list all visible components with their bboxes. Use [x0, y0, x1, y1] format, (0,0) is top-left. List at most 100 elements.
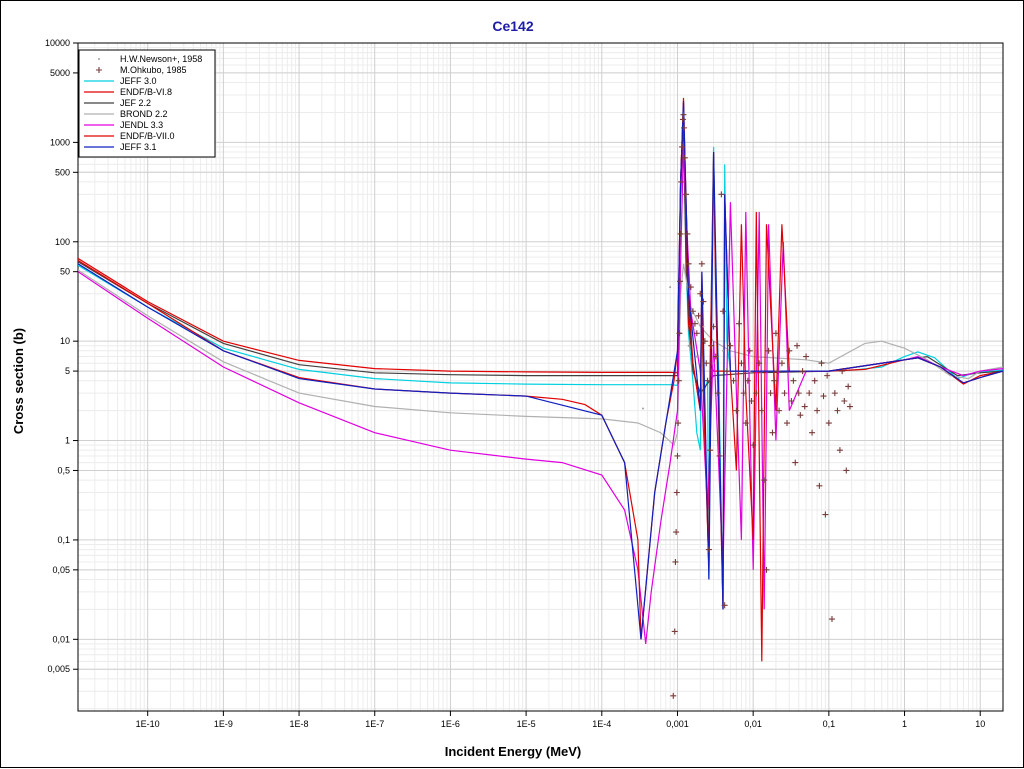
- data-point-m-ohkubo-1985: [733, 407, 740, 414]
- data-point-m-ohkubo-1985: [718, 191, 725, 198]
- data-point-m-ohkubo-1985: [799, 368, 806, 375]
- y-tick-label: 10000: [45, 38, 70, 48]
- x-tick-label: 1E-4: [592, 719, 611, 729]
- data-point-m-ohkubo-1985: [806, 390, 813, 397]
- data-point-m-ohkubo-1985: [843, 467, 850, 474]
- y-tick-label: 5000: [50, 68, 70, 78]
- y-tick-label: 1000: [50, 137, 70, 147]
- data-point-m-ohkubo-1985: [693, 330, 700, 337]
- data-point-m-ohkubo-1985: [680, 111, 687, 118]
- data-point-m-ohkubo-1985: [763, 566, 770, 573]
- data-point-h-w-newson-1958: [687, 344, 690, 347]
- data-point-m-ohkubo-1985: [742, 420, 749, 427]
- data-point-m-ohkubo-1985: [670, 692, 677, 699]
- y-tick-label: 10: [60, 336, 70, 346]
- y-tick-label: 1: [65, 436, 70, 446]
- data-point-m-ohkubo-1985: [691, 320, 698, 327]
- data-point-m-ohkubo-1985: [736, 320, 743, 327]
- y-tick-label: 0,05: [52, 565, 70, 575]
- x-tick-label: 1E-9: [214, 719, 233, 729]
- x-axis-title: Incident Energy (MeV): [445, 744, 582, 759]
- data-point-m-ohkubo-1985: [818, 360, 825, 367]
- y-tick-label: 5: [65, 366, 70, 376]
- data-point-m-ohkubo-1985: [676, 330, 683, 337]
- data-point-m-ohkubo-1985: [769, 429, 776, 436]
- data-point-h-w-newson-1958: [641, 407, 644, 410]
- y-tick-label: 0,005: [47, 664, 70, 674]
- series-line-jeff-3-1: [78, 101, 1003, 640]
- data-point-m-ohkubo-1985: [684, 230, 691, 237]
- data-point-m-ohkubo-1985: [781, 390, 788, 397]
- data-point-m-ohkubo-1985: [825, 420, 832, 427]
- data-point-h-w-newson-1958: [695, 355, 698, 358]
- data-point-m-ohkubo-1985: [673, 529, 680, 536]
- data-point-m-ohkubo-1985: [681, 124, 688, 131]
- chart-title: Ce142: [492, 18, 533, 34]
- data-point-h-w-newson-1958: [722, 349, 725, 352]
- x-tick-label: 1E-10: [136, 719, 160, 729]
- data-point-m-ohkubo-1985: [767, 390, 774, 397]
- data-point-m-ohkubo-1985: [809, 429, 816, 436]
- data-point-m-ohkubo-1985: [841, 397, 848, 404]
- data-point-m-ohkubo-1985: [740, 390, 747, 397]
- y-axis-title: Cross section (b): [11, 328, 26, 434]
- legend-label-endf-b-vii-0: ENDF/B-VII.0: [120, 131, 175, 141]
- data-point-m-ohkubo-1985: [795, 390, 802, 397]
- data-point-m-ohkubo-1985: [723, 368, 730, 375]
- x-tick-label: 0,1: [823, 719, 836, 729]
- legend-swatch-h-w-newson-1958: [98, 58, 100, 60]
- data-point-m-ohkubo-1985: [721, 602, 728, 609]
- data-point-m-ohkubo-1985: [797, 412, 804, 419]
- x-tick-label: 1E-8: [290, 719, 309, 729]
- legend-swatch-m-ohkubo-1985: [96, 67, 102, 73]
- data-point-m-ohkubo-1985: [701, 338, 708, 345]
- data-point-m-ohkubo-1985: [710, 323, 717, 330]
- data-point-m-ohkubo-1985: [750, 442, 757, 449]
- data-point-m-ohkubo-1985: [794, 342, 801, 349]
- data-point-m-ohkubo-1985: [712, 353, 719, 360]
- data-point-m-ohkubo-1985: [675, 377, 682, 384]
- x-tick-label: 0,01: [744, 719, 762, 729]
- data-point-m-ohkubo-1985: [828, 616, 835, 623]
- data-point-m-ohkubo-1985: [753, 390, 760, 397]
- data-point-m-ohkubo-1985: [716, 452, 723, 459]
- data-point-m-ohkubo-1985: [683, 191, 690, 198]
- data-point-m-ohkubo-1985: [677, 278, 684, 285]
- legend-label-jendl-3-3: JENDL 3.3: [120, 120, 163, 130]
- data-point-m-ohkubo-1985: [727, 342, 734, 349]
- legend-label-brond-2-2: BROND 2.2: [120, 109, 168, 119]
- y-tick-label: 0,1: [57, 535, 70, 545]
- data-point-m-ohkubo-1985: [697, 290, 704, 297]
- data-point-m-ohkubo-1985: [824, 372, 831, 379]
- data-point-m-ohkubo-1985: [677, 230, 684, 237]
- grid: 1E-10 1E-9 1E-8 1E-7 1E-6 1E-5 1E-4 0,001 0,01 0,…: [45, 38, 1004, 729]
- legend-label-jeff-3-0: JEFF 3.0: [120, 76, 157, 86]
- data-point-m-ohkubo-1985: [672, 558, 679, 565]
- data-point-m-ohkubo-1985: [801, 403, 808, 410]
- data-point-m-ohkubo-1985: [695, 312, 702, 319]
- x-tick-label: 1: [902, 719, 907, 729]
- data-point-h-w-newson-1958: [712, 362, 715, 365]
- data-point-m-ohkubo-1985: [774, 368, 781, 375]
- y-tick-label: 0,5: [57, 465, 70, 475]
- data-point-m-ohkubo-1985: [816, 482, 823, 489]
- data-point-m-ohkubo-1985: [674, 452, 681, 459]
- data-point-m-ohkubo-1985: [836, 447, 843, 454]
- data-point-m-ohkubo-1985: [814, 407, 821, 414]
- data-point-m-ohkubo-1985: [756, 360, 763, 367]
- data-point-m-ohkubo-1985: [671, 628, 678, 635]
- data-point-m-ohkubo-1985: [708, 342, 715, 349]
- data-point-m-ohkubo-1985: [730, 377, 737, 384]
- y-tick-label: 100: [55, 237, 70, 247]
- data-point-m-ohkubo-1985: [707, 447, 714, 454]
- data-point-h-w-newson-1958: [669, 286, 672, 289]
- data-point-m-ohkubo-1985: [698, 260, 705, 267]
- data-point-m-ohkubo-1985: [834, 407, 841, 414]
- y-tick-label: 500: [55, 167, 70, 177]
- data-point-m-ohkubo-1985: [704, 377, 711, 384]
- data-point-m-ohkubo-1985: [822, 511, 829, 518]
- data-point-m-ohkubo-1985: [790, 377, 797, 384]
- y-tick-label: 50: [60, 267, 70, 277]
- data-point-m-ohkubo-1985: [778, 360, 785, 367]
